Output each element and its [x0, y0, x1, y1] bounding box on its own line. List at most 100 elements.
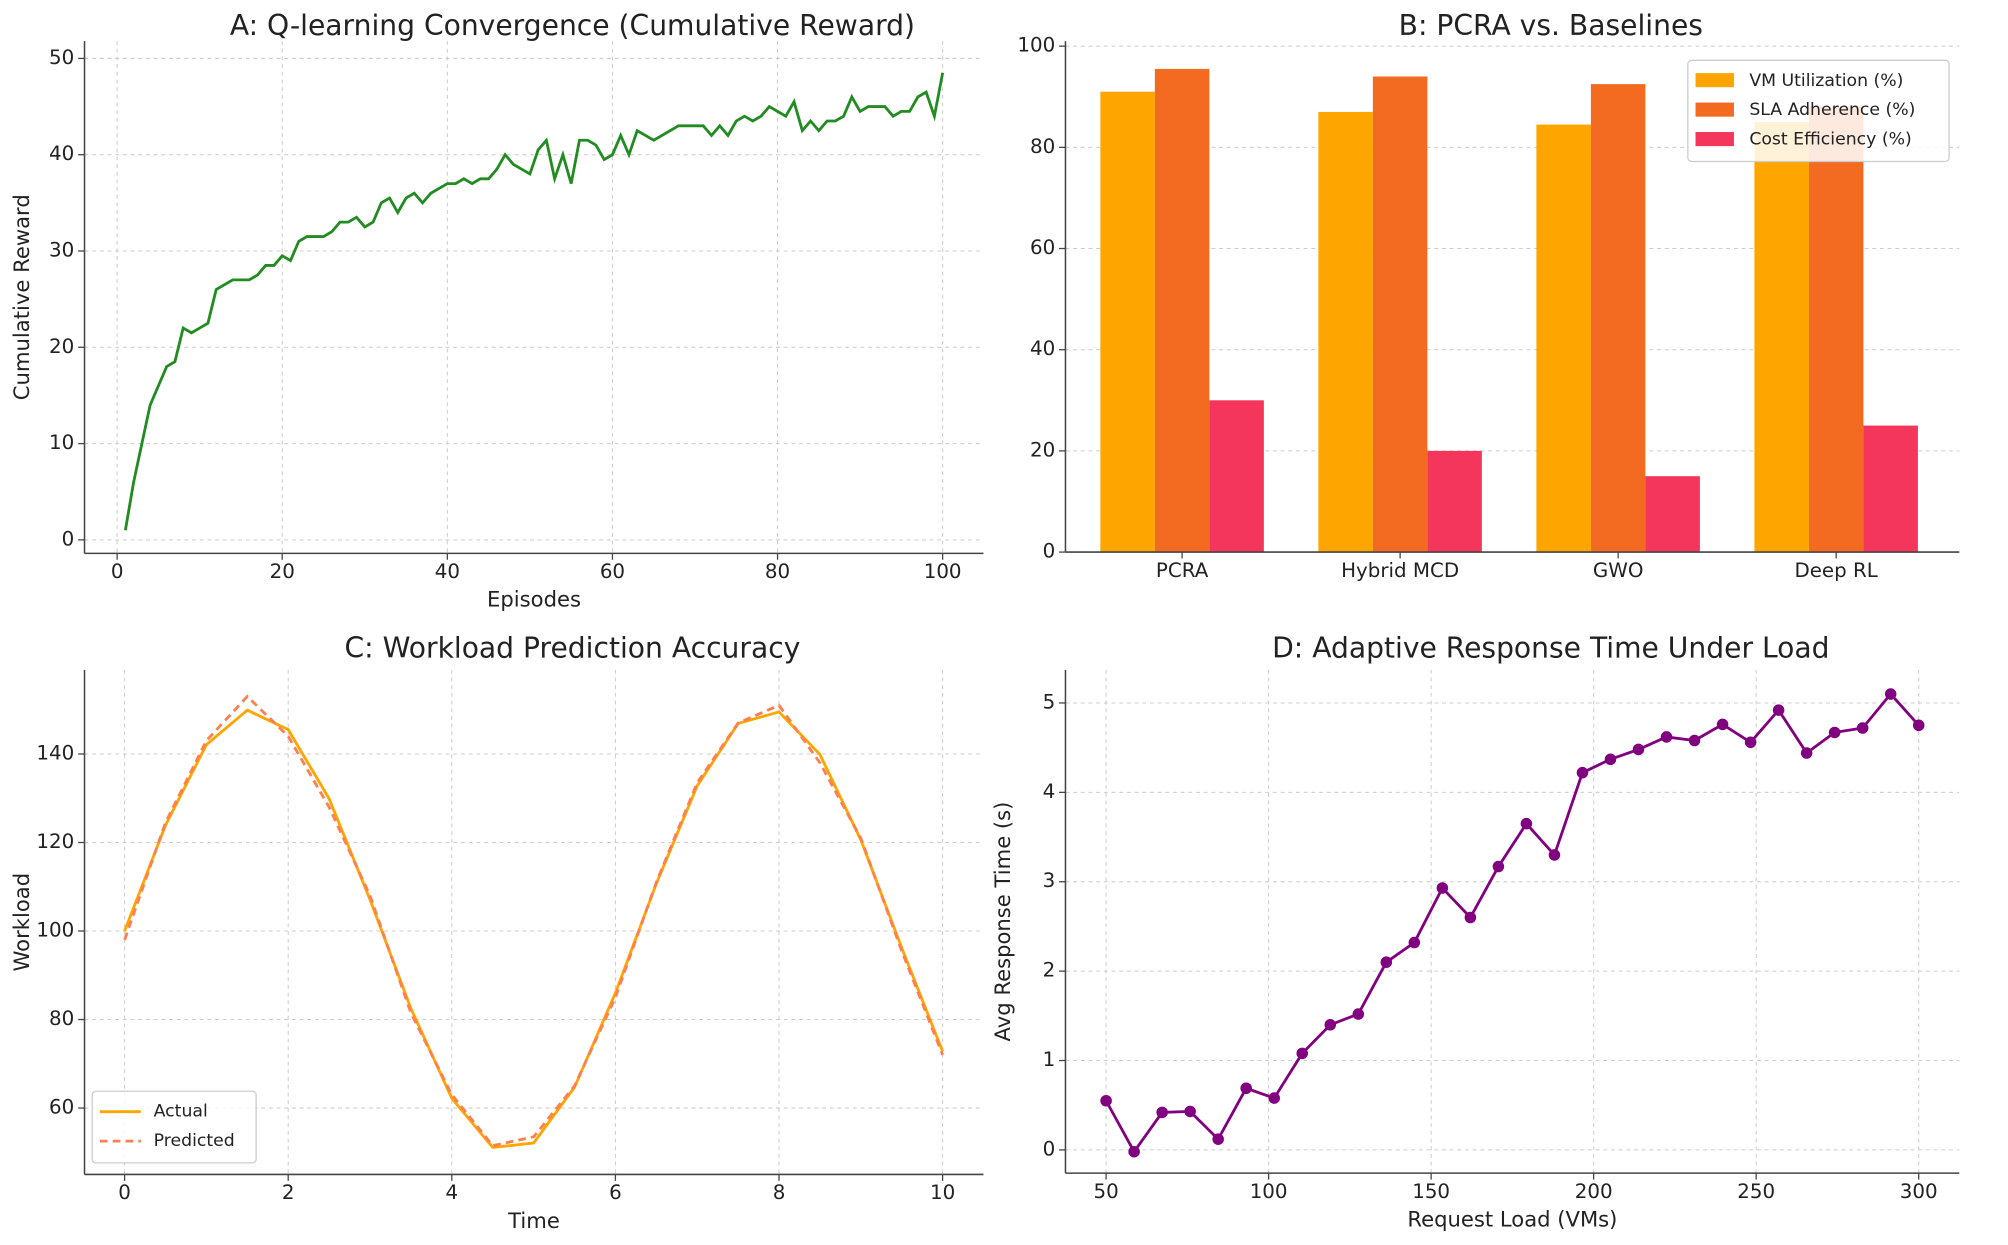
marker	[1128, 1145, 1140, 1158]
y-tick-label: 80	[49, 1007, 74, 1030]
chart-title: D: Adaptive Response Time Under Load	[1272, 631, 1829, 664]
panel: B: PCRA vs. Baselines 0 20 40 60 80 100 PCRA Hyb…	[1017, 9, 1960, 582]
x-tick-label: 40	[435, 560, 460, 583]
x-tick-label: 6	[609, 1181, 622, 1204]
x-tick-label: 150	[1412, 1180, 1450, 1203]
marker	[1408, 936, 1421, 949]
bar	[1209, 400, 1264, 553]
x-tick-label: 200	[1575, 1180, 1613, 1203]
y-tick-label: 0	[1043, 1137, 1056, 1160]
x-tick-label: 8	[773, 1181, 786, 1204]
marker	[1688, 734, 1701, 747]
legend-label: Cost Efficiency (%)	[1749, 130, 1911, 150]
x-tick-label: Hybrid MCD	[1341, 559, 1459, 582]
x-tick-label: 0	[118, 1181, 131, 1204]
panel: C: Workload Prediction Accuracy608010012…	[9, 631, 984, 1233]
marker	[1240, 1082, 1252, 1095]
x-tick-label: 100	[1250, 1180, 1288, 1203]
y-tick-label: 0	[1043, 540, 1056, 563]
marker	[1884, 688, 1897, 700]
y-tick-label: 80	[1030, 135, 1055, 158]
y-tick-label: 3	[1043, 869, 1056, 892]
y-tick-label: 40	[1030, 337, 1055, 360]
marker	[1576, 766, 1589, 779]
marker	[1828, 726, 1841, 739]
x-tick-label: PCRA	[1156, 559, 1209, 582]
bar	[1154, 68, 1210, 553]
marker	[1436, 882, 1449, 894]
y-axis-label: Workload	[9, 873, 34, 972]
y-axis-label: Cumulative Reward	[9, 194, 34, 400]
marker	[1520, 817, 1533, 830]
y-tick-label: 0	[62, 527, 75, 550]
x-axis-label: Request Load (VMs)	[1407, 1207, 1617, 1232]
x-tick-label: 0	[111, 560, 124, 583]
x-tick-label: 100	[924, 560, 962, 583]
bar	[1318, 111, 1373, 553]
marker	[1212, 1133, 1224, 1145]
marker	[1184, 1105, 1196, 1118]
x-axis-label: Time	[507, 1208, 560, 1233]
marker	[1632, 743, 1645, 756]
legend-swatch	[1695, 132, 1734, 147]
bar	[1863, 425, 1918, 553]
y-tick-label: 60	[1030, 236, 1055, 259]
marker	[1660, 731, 1673, 743]
marker	[1324, 1019, 1337, 1031]
legend-box	[91, 1090, 257, 1164]
chart-title: A: Q-learning Convergence (Cumulative Re…	[230, 9, 915, 42]
marker	[1912, 719, 1925, 732]
marker	[1492, 860, 1505, 873]
y-tick-label: 50	[49, 46, 74, 69]
marker	[1604, 753, 1617, 766]
panel: A: Q-learning Convergence (Cumulative Re…	[9, 9, 984, 612]
x-tick-label: 80	[765, 560, 790, 583]
marker	[1380, 956, 1393, 968]
line	[1104, 691, 1920, 1155]
y-tick-label: 100	[36, 919, 74, 942]
bar	[1100, 91, 1155, 553]
y-tick-label: 140	[36, 741, 74, 764]
legend-swatch	[1695, 73, 1734, 88]
marker	[1744, 736, 1757, 749]
legend-label: Predicted	[154, 1131, 235, 1151]
x-tick-label: 2	[282, 1181, 295, 1204]
y-tick-label: 100	[1017, 34, 1055, 57]
chart-title: B: PCRA vs. Baselines	[1399, 9, 1703, 42]
marker	[1100, 1094, 1112, 1107]
y-tick-label: 40	[49, 142, 74, 165]
marker	[1856, 722, 1869, 734]
bar	[1590, 84, 1646, 553]
y-tick-label: 4	[1043, 780, 1056, 803]
marker	[1156, 1106, 1168, 1119]
y-tick-label: 10	[49, 431, 74, 454]
x-tick-label: GWO	[1593, 559, 1644, 582]
y-tick-label: 20	[1030, 438, 1055, 461]
legend-swatch	[1695, 102, 1734, 117]
marker	[1772, 704, 1785, 716]
x-tick-label: 50	[1093, 1180, 1118, 1203]
y-tick-label: 5	[1043, 690, 1056, 713]
x-tick-label: Deep RL	[1794, 559, 1877, 582]
marker	[1296, 1047, 1308, 1060]
x-tick-label: 60	[600, 560, 625, 583]
legend-box	[1687, 59, 1950, 163]
marker	[1548, 849, 1561, 861]
x-tick-label: 300	[1900, 1180, 1938, 1203]
y-axis-label: Avg Response Time (s)	[990, 802, 1015, 1042]
bar	[1372, 76, 1428, 553]
marker	[1352, 1008, 1365, 1020]
y-tick-label: 20	[49, 335, 74, 358]
bar	[1645, 476, 1700, 553]
line	[123, 694, 944, 1148]
y-tick-label: 120	[36, 830, 74, 853]
x-axis-label: Episodes	[487, 587, 581, 612]
marker	[1464, 911, 1477, 924]
legend-label: Actual	[154, 1102, 208, 1122]
panel: D: Adaptive Response Time Under Load 0 1 2 3…	[990, 631, 1960, 1232]
marker	[1716, 718, 1729, 731]
marker	[1800, 747, 1813, 759]
legend-label: SLA Adherence (%)	[1749, 100, 1915, 120]
bar	[1808, 106, 1864, 553]
